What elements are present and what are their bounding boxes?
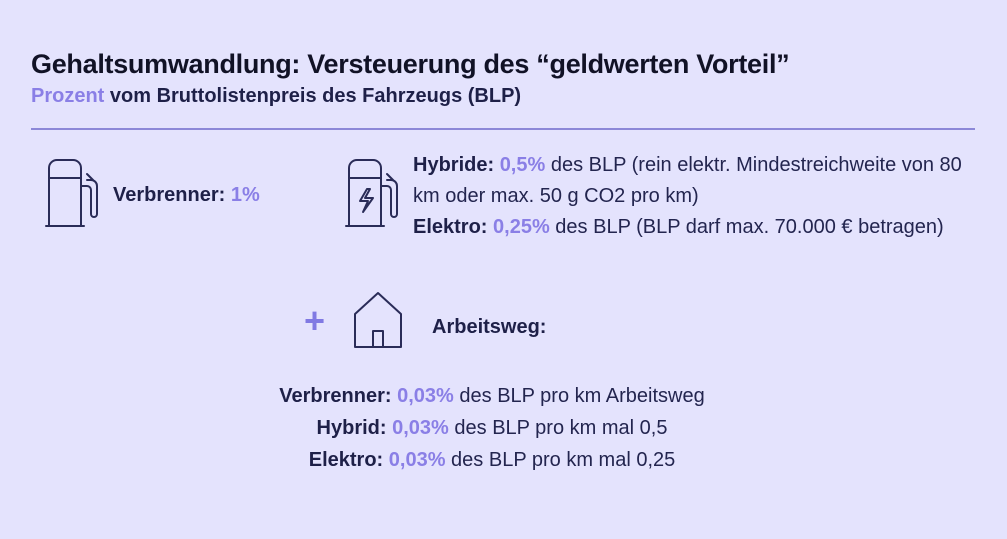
- commute-row-text: des BLP pro km Arbeitsweg: [453, 385, 705, 407]
- commute-row-verbrenner: Verbrenner: 0,03% des BLP pro km Arbeits…: [0, 380, 984, 412]
- fuel-pump-icon: [45, 159, 98, 227]
- commute-row-elektro: Elektro: 0,03% des BLP pro km mal 0,25: [0, 444, 984, 476]
- hybrid-label: Hybride:: [413, 154, 495, 176]
- subtitle-accent: Prozent: [31, 85, 105, 107]
- commute-row-value: 0,03%: [388, 449, 446, 471]
- elektro-value: 0,25%: [493, 216, 550, 238]
- commute-row-label: Hybrid:: [316, 417, 387, 439]
- subtitle-text: vom Bruttolistenpreis des Fahrzeugs (BLP…: [104, 85, 522, 107]
- commute-row-label: Elektro:: [308, 449, 384, 471]
- hybrid-text: des BLP (rein elektr. Mindestreichweite …: [413, 154, 962, 207]
- commute-row-hybrid: Hybrid: 0,03% des BLP pro km mal 0,5: [0, 412, 984, 444]
- ev-rates: Hybride: 0,5% des BLP (rein elektr. Mind…: [413, 150, 983, 243]
- verbrenner-rate: Verbrenner: 1%: [113, 184, 260, 207]
- elektro-label: Elektro:: [413, 216, 488, 238]
- plus-sign: +: [304, 300, 326, 341]
- house-icon: [354, 292, 402, 348]
- commute-row-text: des BLP pro km mal 0,25: [445, 449, 676, 471]
- page-subtitle: Prozent vom Bruttolistenpreis des Fahrze…: [31, 85, 521, 108]
- commute-rates: Verbrenner: 0,03% des BLP pro km Arbeits…: [0, 380, 984, 476]
- commute-row-value: 0,03%: [392, 417, 449, 439]
- elektro-text: des BLP (BLP darf max. 70.000 € betragen…: [549, 216, 944, 238]
- commute-row-text: des BLP pro km mal 0,5: [448, 417, 668, 439]
- verbrenner-label: Verbrenner:: [113, 184, 226, 206]
- verbrenner-value: 1%: [230, 184, 260, 206]
- commute-heading: Arbeitsweg:: [432, 316, 547, 338]
- commute-row-label: Verbrenner:: [279, 385, 392, 407]
- commute-row-value: 0,03%: [397, 385, 454, 407]
- divider: [31, 128, 975, 130]
- hybrid-value: 0,5%: [499, 154, 546, 176]
- page-title: Gehaltsumwandlung: Versteuerung des “gel…: [31, 49, 790, 79]
- ev-charger-icon: [345, 159, 398, 227]
